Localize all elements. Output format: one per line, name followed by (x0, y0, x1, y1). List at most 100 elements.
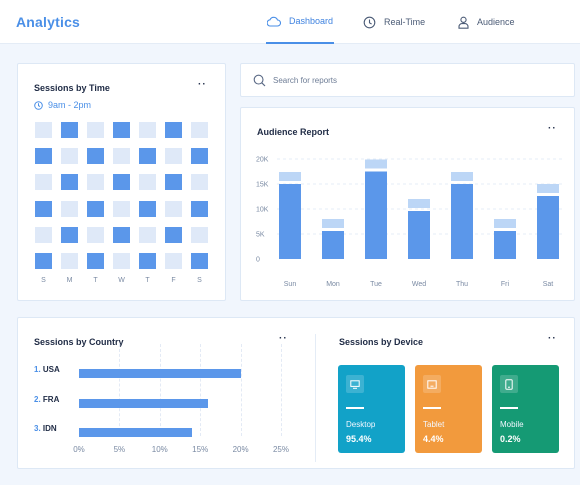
heatmap-cell (113, 122, 130, 138)
heatmap-cell (139, 253, 156, 269)
device-value: 0.2% (500, 434, 521, 444)
country-label: 3. IDN (34, 424, 57, 433)
country-rank: 2. (34, 395, 43, 404)
divider (315, 334, 316, 462)
heatmap-cell (165, 122, 182, 138)
day-label: W (118, 277, 125, 284)
heatmap-cell (35, 253, 52, 269)
device-label: Tablet (423, 420, 445, 429)
tab-real-time[interactable]: Real-Time (363, 0, 425, 44)
day-label: S (41, 277, 46, 284)
mobile-icon (500, 375, 518, 393)
device-tile-tablet[interactable]: Tablet 4.4% (415, 365, 482, 453)
audience-report-card: Audience Report ·· 20K 15K 10K 5K 0 Sun Mon Tue… (240, 107, 575, 301)
device-tile-desktop[interactable]: Desktop 95.4% (338, 365, 405, 453)
country-bar (79, 369, 241, 378)
top-header: Analytics Dashboard Real-Time Audience (0, 0, 580, 44)
search-input[interactable] (273, 72, 563, 88)
day-label: F (171, 277, 176, 284)
x-tick-label: 0% (73, 445, 85, 454)
day-label: T (93, 277, 98, 284)
card-title: Audience Report (257, 127, 330, 137)
grid-line (200, 344, 202, 436)
heatmap-cell (113, 253, 130, 269)
clock-icon (34, 100, 43, 110)
clock-icon (363, 16, 376, 28)
device-label: Desktop (346, 420, 376, 429)
country-bar (79, 428, 193, 437)
audience-bar-cap (322, 219, 344, 228)
country-rank: 1. (34, 365, 43, 374)
more-options-icon[interactable]: ·· (279, 333, 288, 344)
tile-divider (346, 407, 364, 409)
x-tick-label: Wed (412, 281, 426, 288)
heatmap-cell (139, 200, 156, 217)
y-tick-label: 15K (256, 182, 269, 189)
heatmap-cell (191, 174, 208, 191)
country-label: 2. FRA (34, 395, 59, 404)
audience-bar-cap (279, 172, 301, 181)
country-rank: 3. (34, 424, 43, 433)
device-value: 95.4% (346, 434, 372, 444)
heatmap-cell (87, 148, 104, 165)
heatmap-cell (191, 226, 208, 243)
day-label: S (197, 277, 202, 284)
heatmap-cell (61, 200, 78, 217)
heatmap-cell (35, 200, 52, 217)
heatmap-cell (113, 148, 130, 165)
y-tick-label: 20K (256, 157, 269, 164)
x-tick-label: 5% (113, 445, 126, 454)
x-tick-label: 10% (151, 445, 168, 454)
device-value: 4.4% (423, 434, 444, 444)
tab-audience-label: Audience (477, 17, 515, 27)
time-range: 9am - 2pm (34, 100, 91, 110)
x-tick-label: Thu (456, 281, 468, 288)
y-tick-label: 0 (256, 257, 260, 264)
heatmap-cell (191, 200, 208, 217)
country-label: 1. USA (34, 365, 60, 374)
audience-bar (451, 184, 473, 259)
country-bar (79, 399, 209, 408)
tab-real-time-label: Real-Time (384, 17, 426, 27)
heatmap-cell (165, 174, 182, 191)
user-icon (458, 16, 469, 29)
search-icon[interactable] (253, 74, 266, 87)
heatmap-cell (35, 174, 52, 191)
x-tick-label: 25% (272, 445, 289, 454)
x-tick-label: Fri (501, 281, 510, 288)
card-title: Sessions by Country (34, 337, 124, 347)
app-brand: Analytics (16, 14, 81, 30)
heatmap-cell (35, 226, 52, 243)
heatmap-cell (61, 226, 78, 243)
heatmap-cell (35, 122, 52, 138)
cloud-icon (267, 16, 281, 27)
heatmap-cell (61, 148, 78, 165)
x-tick-label: Mon (326, 281, 340, 288)
heatmap-cell (87, 253, 104, 269)
tab-audience[interactable]: Audience (458, 0, 515, 44)
audience-bar-cap (451, 172, 473, 181)
heatmap-cell (191, 253, 208, 269)
tile-divider (423, 407, 441, 409)
card-title: Sessions by Device (339, 337, 424, 347)
more-options-icon[interactable]: ·· (548, 123, 557, 134)
heatmap-cell (87, 226, 104, 243)
heatmap-cell (87, 122, 104, 138)
heatmap-cell (113, 226, 130, 243)
tile-divider (500, 407, 518, 409)
x-tick-label: Sun (284, 281, 297, 288)
more-options-icon[interactable]: ·· (548, 333, 557, 344)
heatmap-cell (165, 200, 182, 217)
more-options-icon[interactable]: ·· (198, 79, 207, 90)
device-tile-mobile[interactable]: Mobile 0.2% (492, 365, 559, 453)
heatmap-cell (139, 226, 156, 243)
device-label: Mobile (500, 420, 524, 429)
heatmap-cell (165, 253, 182, 269)
heatmap-cell (165, 226, 182, 243)
grid-line (159, 344, 161, 436)
audience-bar-cap (494, 219, 516, 228)
audience-bar (322, 231, 344, 259)
country-name: IDN (42, 424, 57, 433)
sessions-bottom-card: Sessions by Country ·· 0% 5% 10% 15% 20% 25% 1… (17, 317, 575, 469)
tab-dashboard[interactable]: Dashboard (266, 0, 335, 44)
